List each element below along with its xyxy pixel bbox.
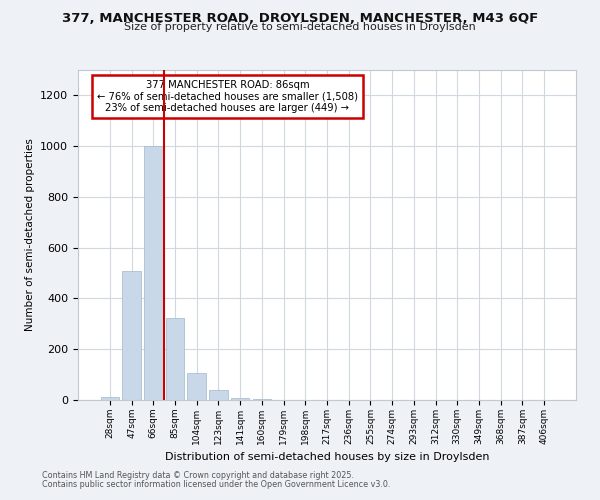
Y-axis label: Number of semi-detached properties: Number of semi-detached properties: [25, 138, 35, 332]
Text: 377, MANCHESTER ROAD, DROYLSDEN, MANCHESTER, M43 6QF: 377, MANCHESTER ROAD, DROYLSDEN, MANCHES…: [62, 12, 538, 26]
Bar: [122, 270, 141, 400]
Text: 377 MANCHESTER ROAD: 86sqm
← 76% of semi-detached houses are smaller (1,508)
23%: 377 MANCHESTER ROAD: 86sqm ← 76% of semi…: [97, 80, 358, 113]
Text: Contains public sector information licensed under the Open Government Licence v3: Contains public sector information licen…: [42, 480, 391, 489]
Bar: [187, 374, 206, 400]
X-axis label: Distribution of semi-detached houses by size in Droylsden: Distribution of semi-detached houses by …: [165, 452, 489, 462]
Bar: [166, 318, 184, 400]
Bar: [101, 398, 119, 400]
Text: Size of property relative to semi-detached houses in Droylsden: Size of property relative to semi-detach…: [124, 22, 476, 32]
Text: Contains HM Land Registry data © Crown copyright and database right 2025.: Contains HM Land Registry data © Crown c…: [42, 471, 354, 480]
Bar: [231, 398, 250, 400]
Bar: [144, 146, 163, 400]
Bar: [209, 390, 227, 400]
